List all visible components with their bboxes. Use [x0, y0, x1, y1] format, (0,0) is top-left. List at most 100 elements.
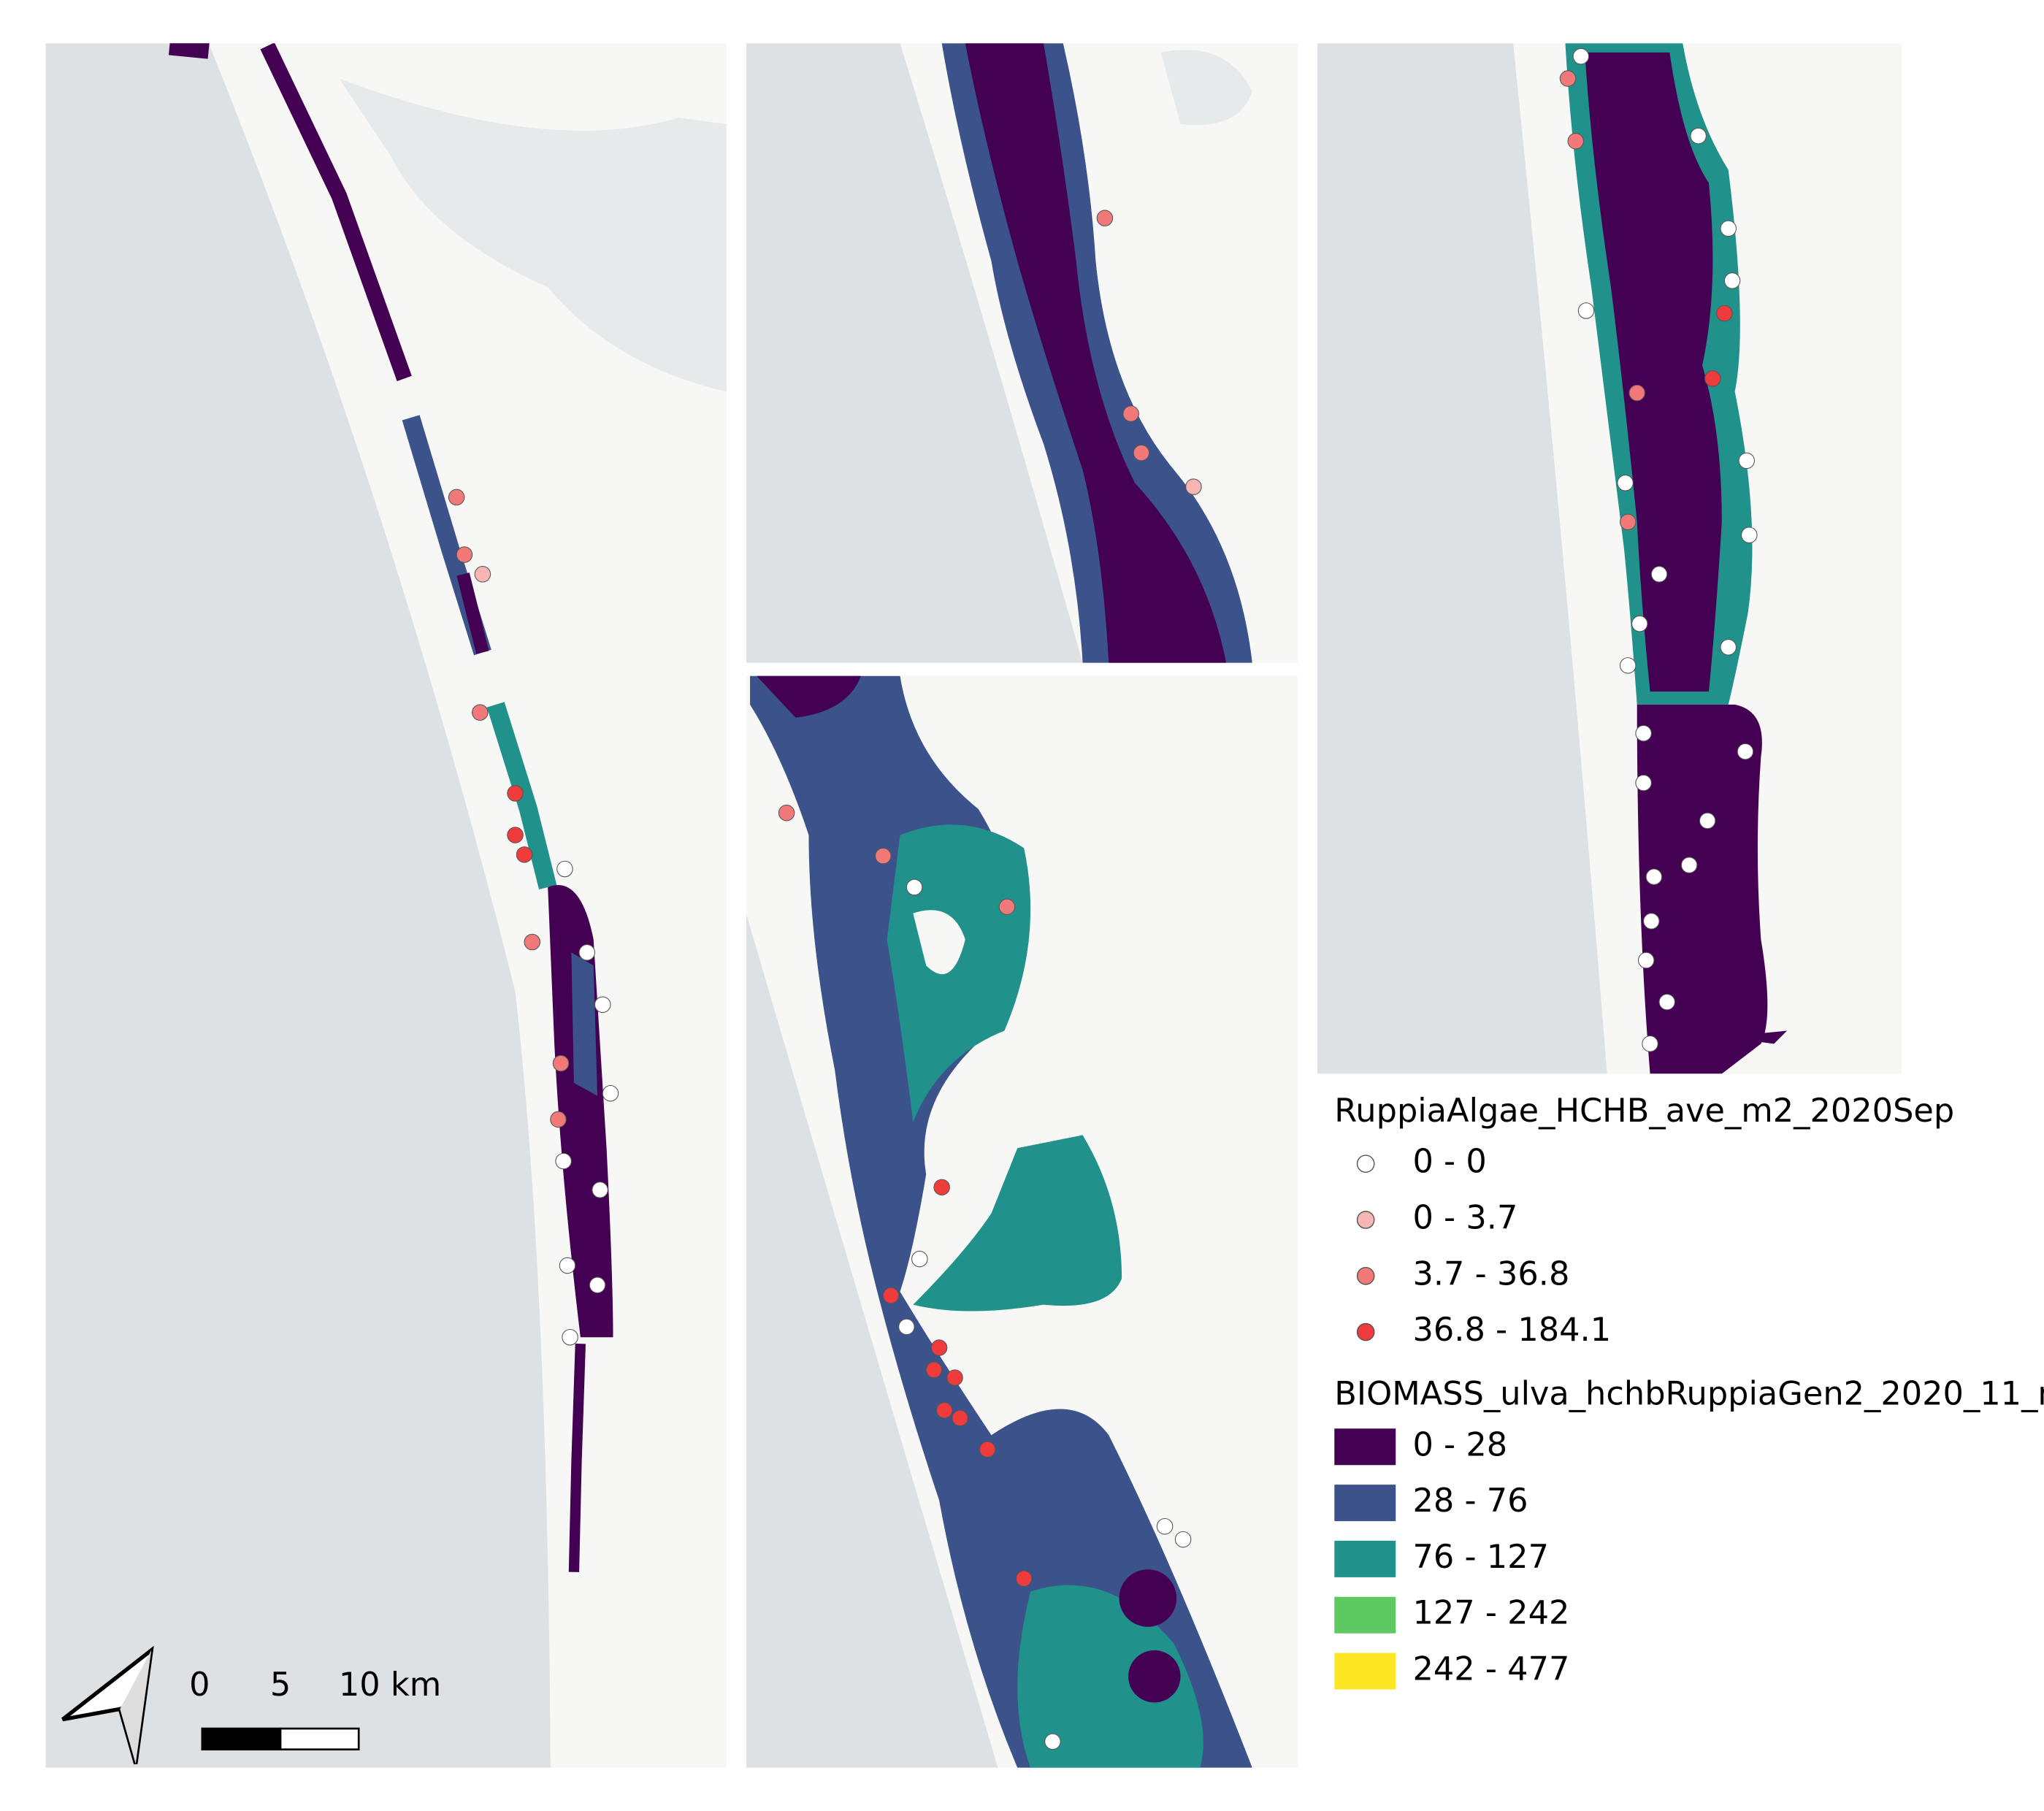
lagoon	[548, 885, 613, 1338]
sample-point	[1645, 868, 1663, 885]
sample-point	[1690, 127, 1707, 145]
sample-point	[589, 1276, 606, 1294]
sample-point	[1720, 639, 1737, 656]
sample-point	[1577, 302, 1595, 319]
lagoon	[887, 824, 1031, 1122]
sample-points	[1096, 210, 1202, 495]
sample-point	[1567, 133, 1585, 150]
sample-points	[1559, 47, 1758, 1052]
island	[913, 910, 965, 975]
sample-point	[552, 1054, 570, 1072]
sample-point	[1572, 47, 1590, 65]
lagoon	[757, 675, 861, 718]
sample-point	[1716, 305, 1733, 322]
sample-point	[1635, 724, 1652, 742]
left-map-panel	[45, 43, 727, 1768]
lagoon	[750, 675, 1252, 1768]
lagoon	[913, 1135, 1122, 1312]
sea	[746, 913, 998, 1768]
sample-point	[882, 1287, 900, 1304]
sample-point	[559, 1257, 576, 1274]
sample-point	[1650, 566, 1668, 583]
sample-point	[1015, 1570, 1033, 1587]
sample-point	[448, 489, 465, 506]
sample-point	[1635, 774, 1652, 792]
sample-point	[1133, 444, 1150, 462]
sample-point	[1637, 952, 1655, 969]
north-arrow	[61, 1645, 154, 1765]
legend-swatch	[1334, 1428, 1396, 1466]
legend-title: BIOMASS_ulva_hchbRuppiaGen2_2020_11_m	[1334, 1375, 2044, 1413]
sample-point	[1096, 210, 1114, 226]
legend-swatch	[1334, 1653, 1396, 1690]
sample-point	[946, 1369, 963, 1386]
legend-label: 28 - 76	[1412, 1482, 1528, 1520]
inland-water	[339, 78, 727, 392]
legend-label: 36.8 - 184.1	[1412, 1311, 1611, 1349]
right-inset-panel	[1317, 43, 1902, 1074]
legend-label: 0 - 3.7	[1412, 1198, 1517, 1236]
sample-point	[1174, 1531, 1192, 1548]
bottom-inset-panel	[746, 675, 1298, 1768]
lagoon	[1721, 1030, 1788, 1044]
sample-point	[456, 546, 473, 563]
legend-swatch	[1334, 1540, 1396, 1577]
sample-point	[578, 944, 596, 961]
sample-point	[906, 878, 923, 896]
sample-point	[1559, 70, 1577, 87]
sample-point	[1723, 272, 1741, 289]
lagoon	[1017, 1585, 1203, 1768]
legend-symbol	[1356, 1211, 1375, 1229]
inland-water	[1160, 50, 1252, 126]
sample-point	[875, 847, 892, 865]
sample-point	[1617, 475, 1634, 491]
legend-symbol	[1356, 1155, 1375, 1173]
legend-label: 0 - 28	[1412, 1425, 1507, 1463]
sample-point	[1642, 1035, 1658, 1052]
legend-title: RuppiaAlgae_HCHB_ave_m2_2020Sep	[1334, 1092, 1954, 1130]
sample-point	[1704, 370, 1721, 387]
sample-point	[1699, 812, 1716, 830]
scale-segment	[201, 1727, 282, 1751]
sample-point	[507, 785, 524, 802]
lagoon	[456, 573, 489, 654]
legend-label: 127 - 242	[1412, 1594, 1569, 1632]
sample-point	[507, 827, 524, 843]
sample-point	[1619, 657, 1637, 674]
sample-point	[594, 996, 611, 1014]
sample-points	[448, 489, 619, 1346]
sample-point	[602, 1084, 619, 1102]
scale-segment	[279, 1727, 360, 1751]
lagoon	[568, 1343, 586, 1572]
legend: RuppiaAlgae_HCHB_ave_m2_2020Sep 0 - 0 0 - …	[1334, 1092, 2044, 1690]
sample-point	[1737, 743, 1754, 760]
sample-point	[592, 1182, 608, 1198]
lagoon	[260, 43, 412, 381]
sample-point	[925, 1361, 943, 1379]
sample-point	[1741, 527, 1758, 543]
sample-point	[562, 1328, 578, 1346]
sample-point	[550, 1111, 567, 1128]
sample-point	[979, 1441, 996, 1458]
arrow-shade	[120, 1650, 152, 1764]
lagoon	[965, 43, 1227, 663]
sea	[45, 43, 551, 1768]
sample-points	[778, 804, 1192, 1750]
sample-point	[1643, 913, 1660, 930]
legend-symbol	[1356, 1322, 1375, 1341]
legend-swatch	[1334, 1596, 1396, 1634]
legend-label: 3.7 - 36.8	[1412, 1255, 1569, 1293]
sample-point	[1738, 452, 1755, 470]
sample-point	[1156, 1517, 1174, 1535]
sample-point	[1185, 478, 1202, 495]
sample-point	[1619, 513, 1637, 531]
sample-point	[1720, 220, 1737, 237]
lagoon	[1637, 704, 1768, 1074]
legend-swatch	[1334, 1485, 1396, 1522]
legend-symbol	[1356, 1266, 1375, 1285]
sample-point	[911, 1250, 928, 1268]
sample-point	[998, 898, 1016, 916]
scale-label: 5	[270, 1666, 291, 1704]
sample-point	[1628, 384, 1645, 402]
